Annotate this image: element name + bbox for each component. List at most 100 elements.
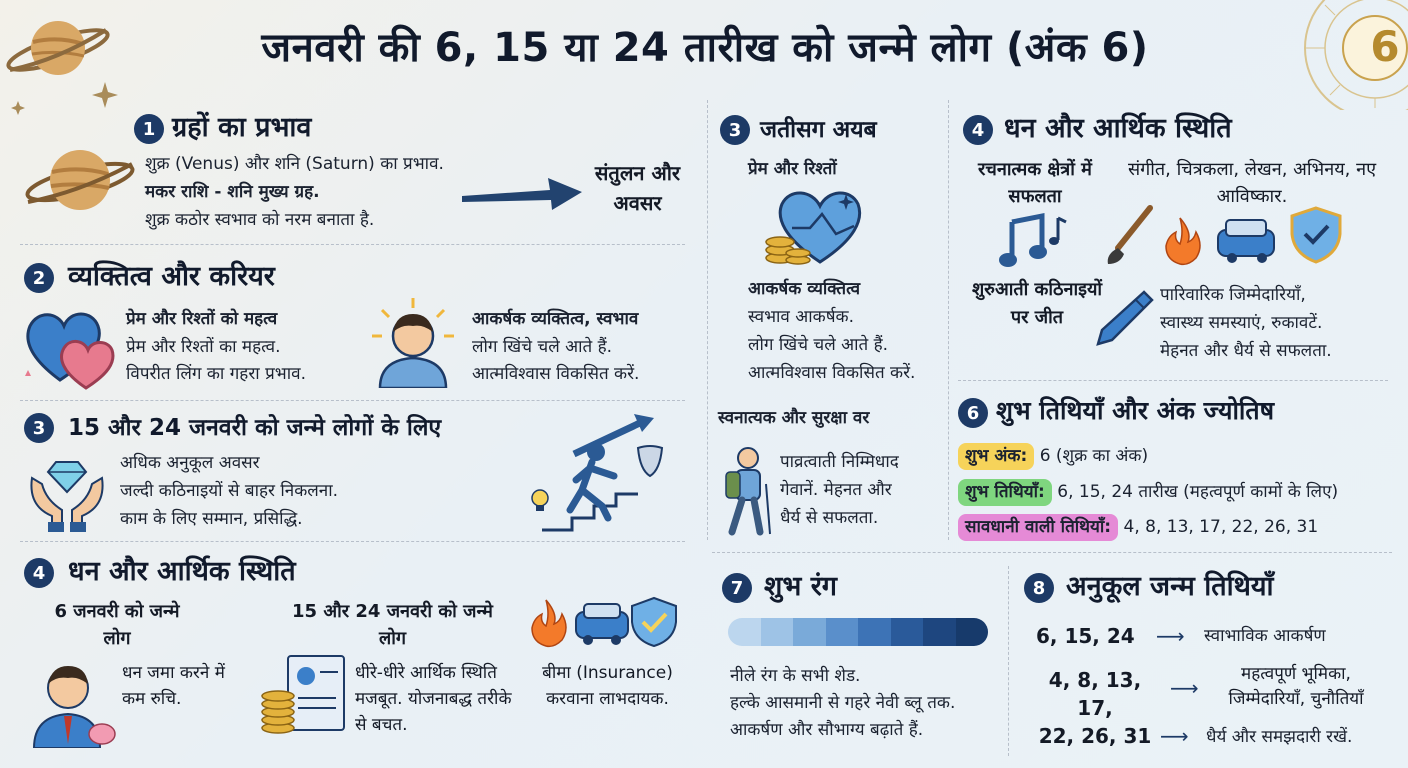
section-number: 7	[722, 573, 752, 603]
r4-right-line: पारिवारिक जिम्मेदारियाँ,	[1160, 285, 1306, 305]
r8-row1-dates: 6, 15, 24	[1036, 624, 1135, 648]
s3-line: अधिक अनुकूल अवसर	[120, 453, 260, 473]
m3-line: धैर्य से सफलता.	[780, 508, 879, 528]
section-number: 3	[720, 115, 750, 145]
section-number: 4	[24, 558, 54, 588]
lucky-number-label: शुभ अंक:	[958, 443, 1035, 470]
saturn-icon	[25, 150, 135, 210]
r8-row2-text-a: महत्वपूर्ण भूमिका,	[1241, 664, 1351, 684]
section-heading: 15 और 24 जनवरी को जन्मे लोगों के लिए	[68, 415, 442, 441]
r4-right-line: मेहनत और धैर्य से सफलता.	[1160, 341, 1332, 361]
s2-right-line: आत्मविश्वास विकसित करें.	[472, 364, 640, 384]
m3-sub2: स्वनात्यक और सुरक्षा वर	[718, 408, 870, 428]
s2-right-line: लोग खिंचे चले आते हैं.	[472, 337, 613, 357]
saturn-planet-icon	[6, 21, 110, 75]
section-divider	[20, 244, 685, 245]
hands-diamond-icon	[30, 461, 104, 532]
arrow-right-icon: ⟶	[1156, 624, 1185, 648]
s4-col2-title: 15 और 24 जनवरी को जन्मे लोग	[292, 601, 493, 649]
s1-line: शुक्र कठोर स्वभाव को नरम बनाता है.	[145, 210, 375, 230]
section-divider	[958, 380, 1388, 381]
lucky-dates-value: 6, 15, 24 तारीख (महत्वपूर्ण कामों के लिए…	[1057, 482, 1339, 502]
section-number: 8	[1024, 573, 1054, 603]
lucky-dates-label: शुभ तिथियाँ:	[958, 479, 1052, 506]
color-swatch	[955, 618, 988, 646]
arrow-right-icon: ⟶	[1170, 676, 1199, 700]
r6-row-lucky-dates: शुभ तिथियाँ: 6, 15, 24 तारीख (महत्वपूर्ण…	[958, 479, 1338, 506]
s4-col3-text: बीमा (Insurance) करवाना लाभदायक.	[542, 663, 673, 709]
section-heading: जतीसग अयब	[760, 117, 877, 143]
color-swatch	[923, 618, 956, 646]
s3-line: काम के लिए सम्मान, प्रसिद्धि.	[120, 509, 303, 529]
person-piggybank-icon	[32, 666, 116, 748]
section-number: 3	[24, 413, 54, 443]
sparkle-icon	[92, 82, 118, 108]
s4-col1-title: 6 जनवरी को जन्मे लोग	[54, 601, 180, 649]
s3-line: जल्दी कठिनाइयों से बाहर निकलना.	[120, 481, 339, 501]
blue-shade-palette	[728, 618, 988, 646]
section-heading: शुभ तिथियाँ और अंक ज्योतिष	[996, 396, 1275, 425]
color-swatch	[793, 618, 826, 646]
r8-row2-dates-a: 4, 8, 13, 17,	[1048, 668, 1142, 720]
hiker-icon	[725, 447, 771, 536]
r8-row1-text: स्वाभाविक आकर्षण	[1204, 626, 1326, 646]
r7-line: नीले रंग के सभी शेड.	[730, 666, 861, 686]
r7-line: हल्के आसमानी से गहरे नेवी ब्लू तक.	[730, 693, 956, 713]
section-number: 1	[134, 114, 164, 144]
m3-sub: प्रेम और रिश्तों	[748, 159, 837, 179]
s2-left-line: प्रेम और रिश्तों का महत्व.	[126, 337, 281, 357]
lucky-number-value: 6 (शुक्र का अंक)	[1039, 446, 1149, 466]
column-divider	[1008, 566, 1009, 756]
section-heading: व्यक्तित्व और करियर	[68, 261, 275, 292]
r8-row2-text-b: जिम्मेदारियाँ, चुनौतियाँ	[1228, 689, 1364, 709]
section-heading: अनुकूल जन्म तिथियाँ	[1066, 571, 1274, 602]
hearts-icon	[25, 312, 115, 390]
section-divider	[20, 541, 685, 542]
result-text: संतुलन और अवसर	[594, 161, 681, 215]
r4-right-text: संगीत, चित्रकला, लेखन, अभिनय, नए आविष्का…	[1127, 159, 1377, 207]
number-badge: 6	[1370, 22, 1400, 71]
r6-row-caution-dates: सावधानी वाली तिथियाँ: 4, 8, 13, 17, 22, …	[958, 514, 1318, 541]
column-divider	[707, 100, 708, 540]
r8-row3-text: धैर्य और समझदारी रखें.	[1206, 727, 1353, 747]
color-swatch	[858, 618, 891, 646]
section-number: 4	[963, 115, 993, 145]
color-swatch	[890, 618, 923, 646]
sparkle-icon	[11, 101, 25, 115]
section-heading: ग्रहों का प्रभाव	[172, 112, 312, 143]
r4-left-title: रचनात्मक क्षेत्रों में सफलता	[978, 159, 1092, 207]
r8-row2-dates: 4, 8, 13, 17, 22, 26, 31	[1030, 666, 1160, 750]
pen-icon	[1096, 290, 1154, 346]
section-divider	[20, 400, 685, 401]
color-swatch	[825, 618, 858, 646]
page-title: जनवरी की 6, 15 या 24 तारीख को जन्मे लोग …	[261, 25, 1149, 71]
section-heading: शुभ रंग	[764, 571, 837, 602]
r8-row2-text: महत्वपूर्ण भूमिका, जिम्मेदारियाँ, चुनौति…	[1206, 662, 1386, 712]
caution-dates-label: सावधानी वाली तिथियाँ:	[958, 514, 1119, 541]
s2-left-title: प्रेम और रिश्तों को महत्व	[126, 309, 278, 329]
music-notes-icon	[999, 212, 1067, 267]
caution-dates-value: 4, 8, 13, 17, 22, 26, 31	[1123, 517, 1319, 537]
s2-left-line: विपरीत लिंग का गहरा प्रभाव.	[126, 364, 306, 384]
r8-row2-dates-b: 22, 26, 31	[1038, 724, 1152, 748]
r7-line: आकर्षण और सौभाग्य बढ़ाते हैं.	[730, 720, 924, 740]
column-divider	[948, 100, 949, 540]
section-heading: धन और आर्थिक स्थिति	[1004, 113, 1232, 144]
zodiac-wheel-icon	[1304, 0, 1408, 110]
climbing-stairs-icon	[531, 414, 664, 532]
arrow-right-icon	[462, 178, 582, 210]
section-heading: धन और आर्थिक स्थिति	[68, 556, 296, 587]
s2-right-title: आकर्षक व्यक्तित्व, स्वभाव	[472, 309, 639, 329]
r4-left-title2: शुरुआती कठिनाइयों पर जीत	[971, 279, 1103, 328]
s1-line: मकर राशि - शनि मुख्य ग्रह.	[145, 182, 320, 202]
m3-title: आकर्षक व्यक्तित्व	[748, 279, 861, 299]
r6-row-lucky-number: शुभ अंक: 6 (शुक्र का अंक)	[958, 443, 1148, 470]
m3-line: गेवानें. मेहनत और	[780, 480, 892, 500]
arrow-right-icon: ⟶	[1160, 724, 1189, 748]
m3-line: आत्मविश्वास विकसित करें.	[748, 363, 916, 383]
m3-line: पाव्रत्वाती निम्मिधाद	[780, 452, 899, 472]
coins-document-icon	[261, 655, 345, 734]
r4-right-line: स्वास्थ्य समस्याएं, रुकावटें.	[1160, 313, 1323, 333]
brush-fire-car-shield-icons	[1107, 205, 1342, 266]
m3-line: लोग खिंचे चले आते हैं.	[748, 335, 889, 355]
